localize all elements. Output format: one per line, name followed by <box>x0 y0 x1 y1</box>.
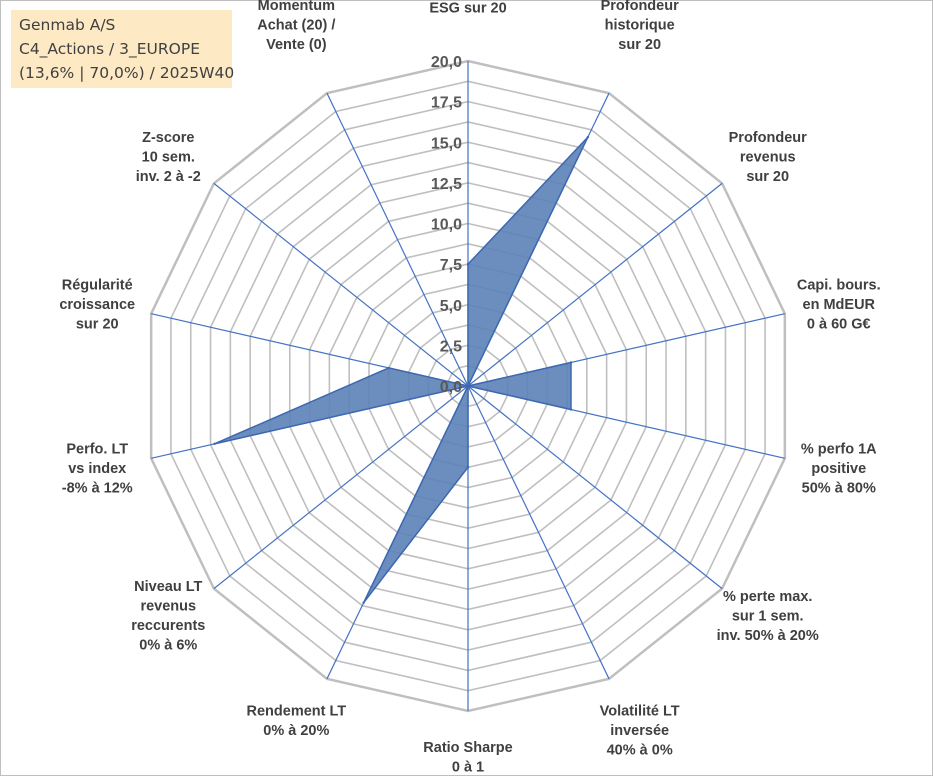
data-point <box>466 262 470 266</box>
axis-label: Momentum Achat (20) / Vente (0) <box>257 0 335 53</box>
axis-spoke <box>213 182 469 387</box>
axis-label-line: Volatilité LT <box>600 704 680 720</box>
chart-title-box: Genmab A/S C4_Actions / 3_EUROPE (13,6% … <box>11 10 235 88</box>
data-point <box>569 408 573 411</box>
axis-label-line: 0% à 6% <box>139 638 197 654</box>
axis-label: Ratio Sharpe 0 à 1 <box>423 740 512 776</box>
axis-label-line: % perte max. <box>723 589 812 605</box>
tick-label: 17,5 <box>431 95 462 112</box>
data-point <box>387 366 390 370</box>
axis-label: Régularité croissance sur 20 <box>59 278 135 333</box>
tick-label: 20,0 <box>431 54 462 71</box>
axis-spoke <box>467 385 723 590</box>
axis-label-line: Rendement LT <box>247 704 347 720</box>
tick-label: 7,5 <box>440 257 462 274</box>
axis-label: Perfo. LT vs index -8% à 12% <box>62 441 133 496</box>
axis-label: Rendement LT 0% à 20% <box>247 704 347 740</box>
axis-label-line: 0 à 60 G€ <box>807 317 871 333</box>
axis-label-line: reccurents <box>131 618 205 634</box>
tick-label: 12,5 <box>431 176 462 193</box>
axis-label-line: vs index <box>68 461 126 477</box>
axis-label-line: Régularité <box>62 278 133 294</box>
data-point <box>586 135 590 139</box>
axis-label-line: Ratio Sharpe <box>423 740 512 756</box>
data-point <box>213 442 216 446</box>
axis-label-line: -8% à 12% <box>62 480 133 496</box>
axis-label-line: Profondeur <box>729 130 807 146</box>
axis-labels: NoteESG sur 20 Profondeur historique sur 20… <box>59 0 880 776</box>
axis-label-line: ESG sur 20 <box>429 1 506 17</box>
axis-label-line: sur 1 sem. <box>732 608 804 624</box>
axis-spoke <box>467 385 610 680</box>
axis-spoke <box>213 385 469 590</box>
tick-label: 10,0 <box>431 217 462 234</box>
axis-label-line: croissance <box>59 297 135 313</box>
axis-label-line: sur 20 <box>76 317 119 333</box>
axis-label-line: revenus <box>140 599 196 615</box>
tick-label: 15,0 <box>431 135 462 152</box>
data-point <box>362 601 365 604</box>
axis-label: Profondeur revenus sur 20 <box>729 130 807 185</box>
score-period: (13,6% | 70,0%) / 2025W40 <box>19 64 235 82</box>
axis-label-line: historique <box>605 17 675 33</box>
portfolio-category: C4_Actions / 3_EUROPE <box>19 40 200 58</box>
tick-label: 5,0 <box>440 298 462 315</box>
axis-label-line: Momentum <box>258 0 335 14</box>
axis-label: Z-score 10 sem. inv. 2 à -2 <box>136 130 201 185</box>
axis-spoke <box>467 182 723 387</box>
data-point <box>466 384 470 388</box>
radar-series <box>213 135 590 604</box>
axis-label: Niveau LT revenus reccurents 0% à 6% <box>131 579 205 654</box>
data-point <box>569 361 573 364</box>
axis-label-line: 0% à 20% <box>263 723 329 739</box>
axis-label-line: Vente (0) <box>266 37 327 53</box>
data-point <box>466 466 470 469</box>
axis-label-line: % perfo 1A <box>801 441 877 457</box>
tick-label: 0,0 <box>440 379 462 396</box>
axis-label-line: Capi. bours. <box>797 278 881 294</box>
axis-label: Profondeur historique sur 20 <box>601 0 679 53</box>
axis-label: Capi. bours. en MdEUR 0 à 60 G€ <box>797 278 881 333</box>
tick-label: 2,5 <box>440 338 462 355</box>
axis-label-line: 50% à 80% <box>802 480 876 496</box>
axis-label-line: 0 à 1 <box>452 760 484 776</box>
axis-label-line: inv. 50% à 20% <box>717 628 819 644</box>
axis-label-line: Niveau LT <box>134 579 202 595</box>
axis-label-line: revenus <box>740 150 796 166</box>
axis-label-line: Z-score <box>142 130 194 146</box>
axis-label-line: Perfo. LT <box>66 441 128 457</box>
company-name: Genmab A/S <box>19 16 116 34</box>
axis-label: % perfo 1A positive 50% à 80% <box>801 441 877 496</box>
axis-label-line: positive <box>811 461 866 477</box>
axis-label-line: 10 sem. <box>142 150 195 166</box>
radial-tick-labels: 0,0 2,5 5,0 7,5 10,0 12,5 15,0 17,5 20,0 <box>431 54 462 396</box>
axis-label-line: sur 20 <box>746 169 789 185</box>
axis-label: % perte max. sur 1 sem. inv. 50% à 20% <box>717 589 819 644</box>
axis-label-line: 40% à 0% <box>607 743 673 759</box>
axis-label-line: en MdEUR <box>803 297 876 313</box>
axis-label-line: inv. 2 à -2 <box>136 169 201 185</box>
axis-label-line: Profondeur <box>601 0 679 14</box>
axis-label-line: inversée <box>610 723 669 739</box>
axis-label: NoteESG sur 20 <box>429 0 506 17</box>
axis-label-line: Achat (20) / <box>257 17 335 33</box>
axis-label: Volatilité LT inversée 40% à 0% <box>600 704 680 759</box>
axis-spoke <box>326 92 469 387</box>
axis-label-line: sur 20 <box>618 37 661 53</box>
